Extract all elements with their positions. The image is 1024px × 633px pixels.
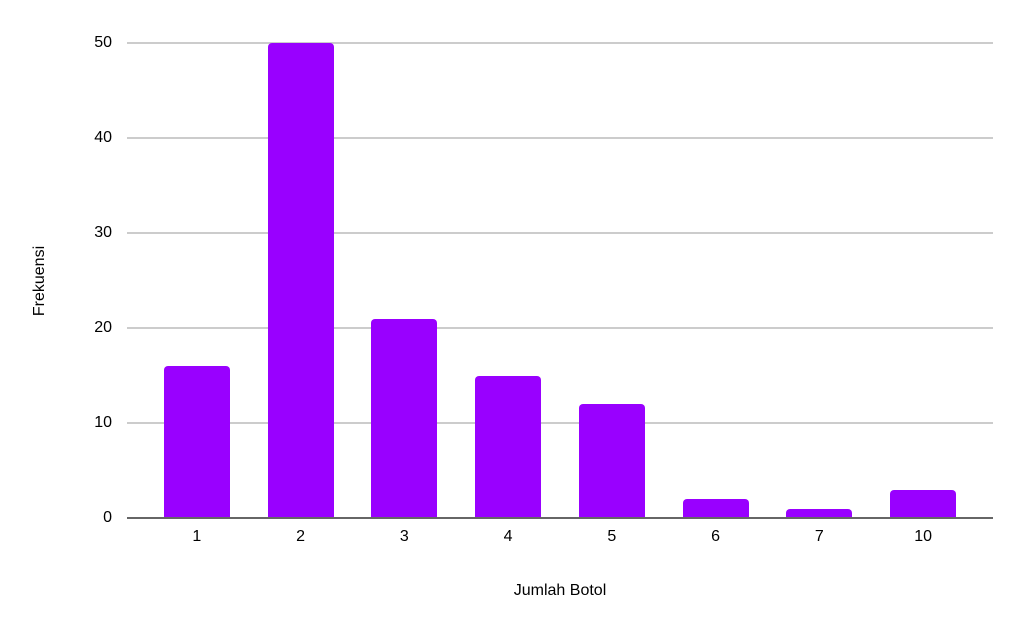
gridline-y-0 bbox=[127, 517, 993, 519]
bar-slot-7 bbox=[768, 43, 872, 518]
bar-1 bbox=[163, 366, 230, 518]
bar-slot-1 bbox=[145, 43, 249, 518]
bar-4 bbox=[475, 375, 542, 518]
bar-slot-2 bbox=[249, 43, 353, 518]
x-tick-label-10: 10 bbox=[914, 528, 933, 545]
gridline-y-10 bbox=[127, 422, 993, 424]
bar-5 bbox=[578, 404, 645, 518]
x-tick-label-7: 7 bbox=[814, 528, 824, 545]
gridline-y-50 bbox=[127, 42, 993, 44]
bar-3 bbox=[371, 318, 438, 518]
y-tick-label-20: 20 bbox=[94, 319, 112, 336]
y-tick-label-10: 10 bbox=[94, 414, 112, 431]
y-tick-label-0: 0 bbox=[103, 509, 112, 526]
x-tick-label-4: 4 bbox=[503, 528, 513, 545]
bar-slot-4 bbox=[456, 43, 560, 518]
bar-slot-3 bbox=[353, 43, 457, 518]
y-axis-tick-labels: 0 10 20 30 40 50 bbox=[0, 34, 112, 526]
x-tick-label-1: 1 bbox=[192, 528, 202, 545]
gridline-y-30 bbox=[127, 232, 993, 234]
gridline-y-40 bbox=[127, 137, 993, 139]
bar-slot-5 bbox=[560, 43, 664, 518]
plot-area bbox=[127, 42, 993, 519]
bar-slot-10 bbox=[871, 43, 975, 518]
x-axis-title: Jumlah Botol bbox=[513, 582, 607, 599]
bar-10 bbox=[890, 489, 957, 518]
y-tick-label-30: 30 bbox=[94, 224, 112, 241]
y-tick-label-50: 50 bbox=[94, 34, 112, 51]
x-tick-label-6: 6 bbox=[711, 528, 721, 545]
bar-7 bbox=[786, 508, 853, 518]
y-tick-label-40: 40 bbox=[94, 129, 112, 146]
x-tick-label-2: 2 bbox=[296, 528, 306, 545]
x-tick-label-3: 3 bbox=[399, 528, 409, 545]
x-axis-tick-labels: 1 2 3 4 5 6 7 10 bbox=[145, 527, 975, 547]
bar-slot-6 bbox=[664, 43, 768, 518]
gridline-y-20 bbox=[127, 327, 993, 329]
bar-6 bbox=[682, 499, 749, 518]
bar-2 bbox=[267, 43, 334, 518]
bar-series bbox=[145, 43, 975, 518]
x-tick-label-5: 5 bbox=[607, 528, 617, 545]
